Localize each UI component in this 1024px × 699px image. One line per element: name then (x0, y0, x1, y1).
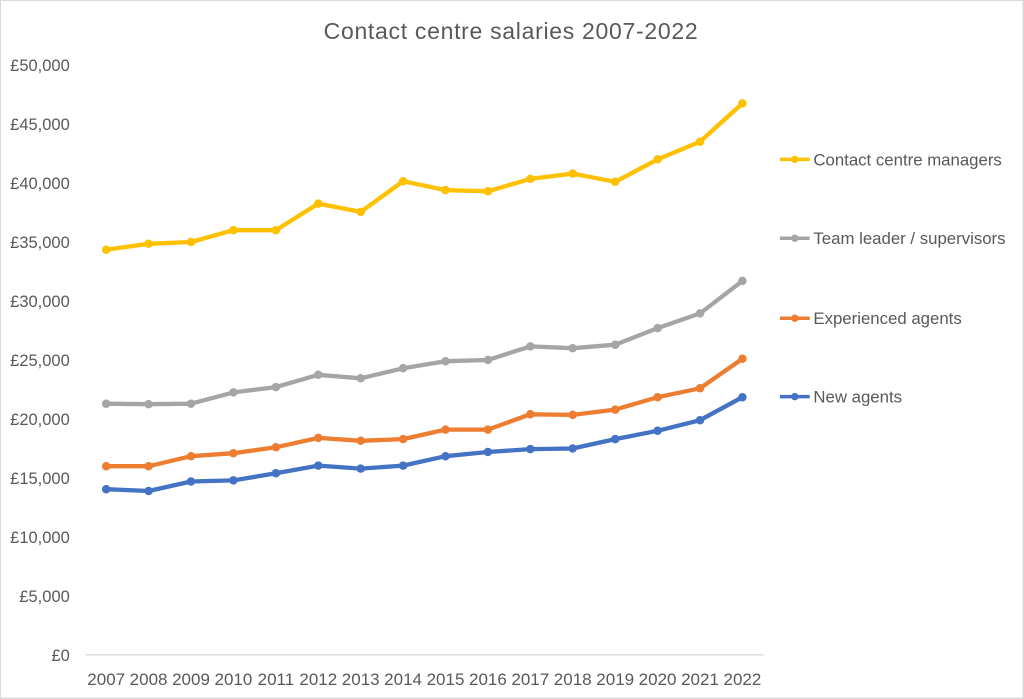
svg-text:£35,000: £35,000 (10, 234, 70, 252)
svg-text:2017: 2017 (511, 670, 549, 689)
svg-text:£30,000: £30,000 (10, 293, 70, 311)
svg-text:Experienced agents: Experienced agents (813, 309, 961, 328)
svg-text:2012: 2012 (299, 670, 337, 689)
svg-text:Contact centre managers: Contact centre managers (813, 150, 1001, 169)
svg-text:£45,000: £45,000 (10, 116, 70, 134)
svg-text:Contact centre salaries 2007-2: Contact centre salaries 2007-2022 (324, 18, 699, 44)
svg-text:2015: 2015 (427, 670, 465, 689)
svg-text:2021: 2021 (681, 670, 719, 689)
svg-text:£40,000: £40,000 (10, 175, 70, 193)
svg-text:2014: 2014 (384, 670, 422, 689)
svg-text:2020: 2020 (639, 670, 677, 689)
svg-text:Team leader / supervisors: Team leader / supervisors (813, 229, 1005, 248)
svg-text:2016: 2016 (469, 670, 507, 689)
svg-text:£50,000: £50,000 (10, 57, 70, 75)
svg-text:£15,000: £15,000 (10, 470, 70, 488)
svg-text:£25,000: £25,000 (10, 352, 70, 370)
svg-text:2022: 2022 (723, 670, 761, 689)
svg-text:2007: 2007 (87, 670, 125, 689)
svg-text:£10,000: £10,000 (10, 529, 70, 547)
svg-text:2008: 2008 (130, 670, 168, 689)
svg-text:£0: £0 (51, 647, 69, 665)
svg-text:2010: 2010 (214, 670, 252, 689)
svg-text:2018: 2018 (554, 670, 592, 689)
svg-text:2011: 2011 (258, 670, 295, 689)
svg-text:2009: 2009 (172, 670, 210, 689)
svg-text:2019: 2019 (596, 670, 634, 689)
svg-text:New agents: New agents (813, 388, 902, 407)
svg-text:2013: 2013 (342, 670, 380, 689)
svg-text:£20,000: £20,000 (10, 411, 70, 429)
svg-text:£5,000: £5,000 (19, 588, 69, 606)
